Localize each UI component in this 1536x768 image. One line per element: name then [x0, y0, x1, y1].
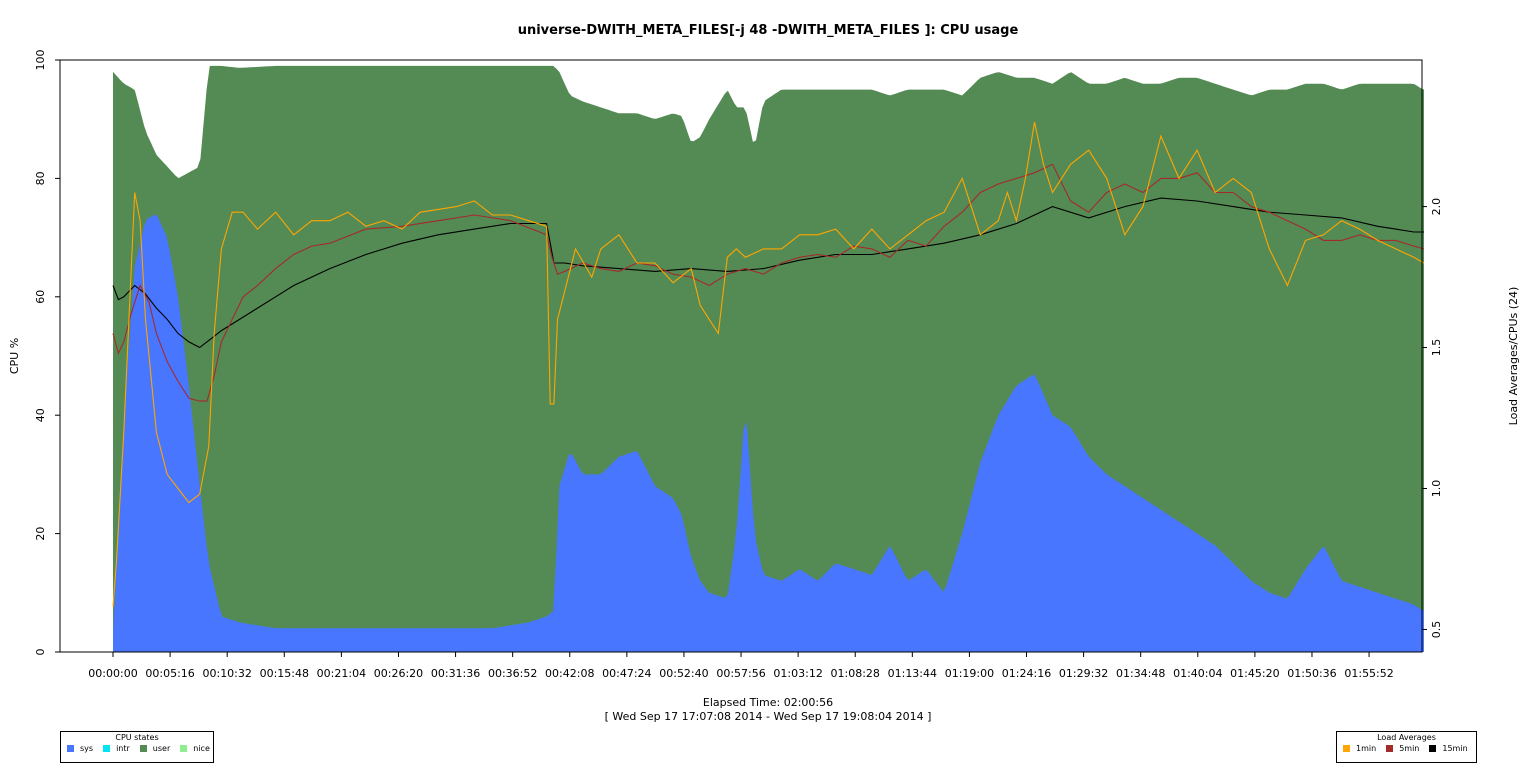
- y-right-tick-label: 1.5: [1430, 339, 1443, 357]
- x-tick-label: 00:31:36: [431, 667, 480, 680]
- x-tick-label: 00:52:40: [659, 667, 708, 680]
- legend-swatch: [1343, 745, 1350, 752]
- x-tick-label: 00:05:16: [145, 667, 194, 680]
- x-tick-label: 01:40:04: [1173, 667, 1222, 680]
- x-tick-label: 00:36:52: [488, 667, 537, 680]
- line-load-1min: [112, 121, 1425, 607]
- y-tick-label: 20: [34, 527, 47, 541]
- legend-label: sys: [80, 744, 94, 753]
- x-tick-label: 00:21:04: [317, 667, 366, 680]
- legend-cpu-states: CPU states sys intr user nice: [60, 731, 214, 763]
- x-tick-label: 01:45:20: [1230, 667, 1279, 680]
- x-tick-label: 01:24:16: [1002, 667, 1051, 680]
- y-tick-label: 100: [34, 50, 47, 71]
- chart-title: universe-DWITH_META_FILES[-j 48 -DWITH_M…: [518, 23, 1019, 38]
- legend-swatch: [1386, 745, 1394, 752]
- x-tick-label: 00:47:24: [602, 667, 651, 680]
- legend-item-1min: 1min: [1343, 744, 1376, 753]
- line-load-5min: [112, 163, 1425, 402]
- x-tick-label: 01:19:00: [945, 667, 994, 680]
- x-tick-label: 00:15:48: [260, 667, 309, 680]
- legend-item-intr: intr: [103, 744, 130, 753]
- legend-item-15min: 15min: [1429, 744, 1468, 753]
- x-tick-label: 01:03:12: [773, 667, 822, 680]
- x-tick-label: 01:55:52: [1344, 667, 1393, 680]
- legend-label: nice: [193, 744, 210, 753]
- x-tick-label: 01:34:48: [1116, 667, 1165, 680]
- x-tick-label: 01:50:36: [1287, 667, 1336, 680]
- x-axis-label-range: [ Wed Sep 17 17:07:08 2014 - Wed Sep 17 …: [605, 710, 932, 723]
- x-tick-label: 00:42:08: [545, 667, 594, 680]
- legend-item-5min: 5min: [1386, 744, 1419, 753]
- y-tick-label: 40: [34, 408, 47, 422]
- x-tick-label: 01:13:44: [888, 667, 937, 680]
- x-axis-label: Elapsed Time: 02:00:56: [703, 696, 833, 709]
- legend-load-averages: Load Averages 1min 5min 15min: [1336, 731, 1477, 763]
- legend-swatch: [103, 745, 111, 752]
- x-tick-label: 00:57:56: [716, 667, 765, 680]
- legend-load-title: Load Averages: [1377, 733, 1436, 742]
- legend-label: 15min: [1442, 744, 1468, 753]
- legend-label: intr: [116, 744, 130, 753]
- legend-swatch: [139, 745, 147, 752]
- y-right-tick-label: 1.0: [1430, 480, 1443, 498]
- legend-label: 5min: [1399, 744, 1420, 753]
- y-tick-label: 0: [34, 649, 47, 656]
- y-axis-label: CPU %: [8, 338, 21, 374]
- x-tick-label: 01:29:32: [1059, 667, 1108, 680]
- x-tick-label: 00:26:20: [374, 667, 423, 680]
- y-axis-right-label: Load Averages/CPUs (24): [1507, 287, 1520, 426]
- legend-cpu-title: CPU states: [115, 733, 159, 742]
- x-tick-label: 01:08:28: [831, 667, 880, 680]
- x-tick-label: 00:00:00: [88, 667, 137, 680]
- y-right-tick-label: 2.0: [1430, 198, 1443, 216]
- legend-swatch: [67, 745, 74, 752]
- legend-swatch: [1429, 745, 1437, 752]
- y-tick-label: 60: [34, 290, 47, 304]
- x-tick-label: 00:10:32: [202, 667, 251, 680]
- y-right-tick-label: 0.5: [1430, 621, 1443, 639]
- area-sys: [113, 214, 1424, 652]
- legend-label: user: [152, 744, 171, 753]
- line-load-15min: [112, 197, 1424, 349]
- legend-item-sys: sys: [67, 744, 93, 753]
- legend-label: 1min: [1356, 744, 1377, 753]
- axes: 0 20 40 60 80 100 0.5 1.0 1.5 2.0 00:00:00 00:05:16…: [34, 50, 1443, 681]
- legend-swatch: [180, 745, 188, 752]
- legend-item-nice: nice: [180, 744, 210, 753]
- plot-area: [112, 65, 1425, 652]
- legend-item-user: user: [139, 744, 171, 753]
- y-tick-label: 80: [34, 171, 47, 185]
